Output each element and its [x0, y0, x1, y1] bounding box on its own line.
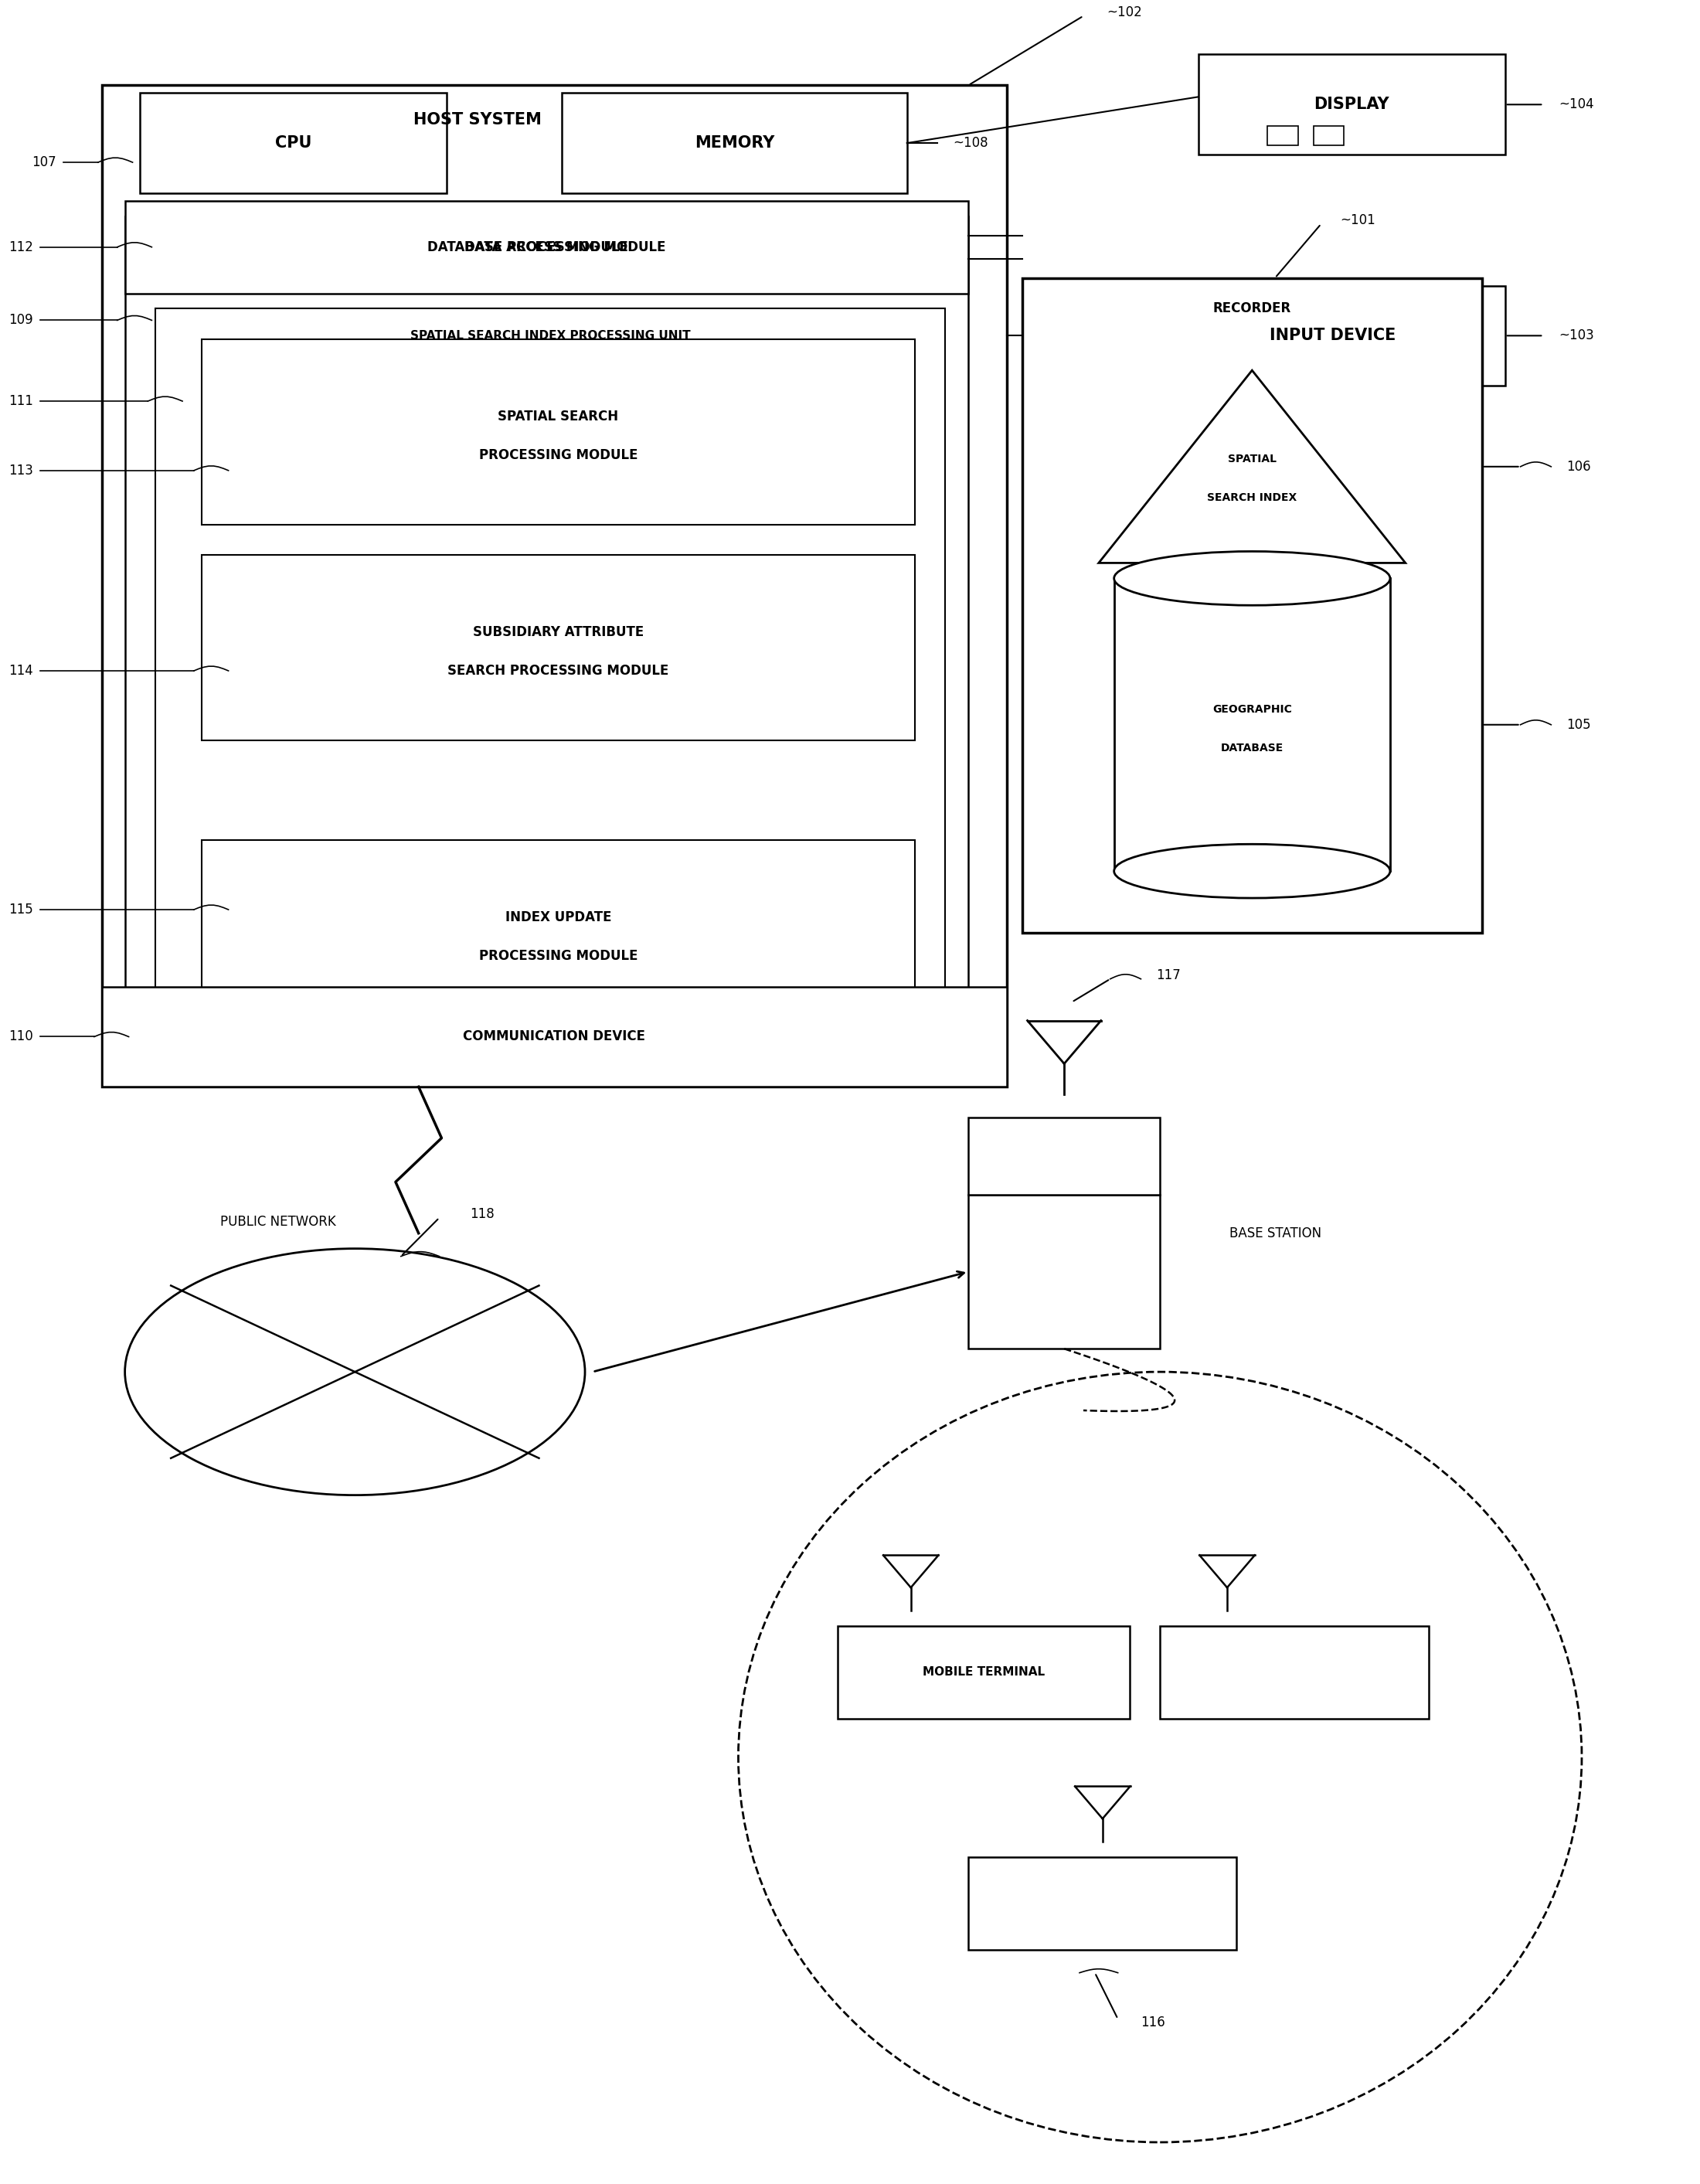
Ellipse shape — [738, 1372, 1581, 2143]
Text: PUBLIC NETWORK: PUBLIC NETWORK — [221, 1214, 337, 1230]
Text: SEARCH PROCESSING MODULE: SEARCH PROCESSING MODULE — [447, 664, 668, 677]
Bar — [1114, 579, 1391, 871]
Text: SPATIAL SEARCH INDEX PROCESSING UNIT: SPATIAL SEARCH INDEX PROCESSING UNIT — [410, 330, 690, 341]
Text: 115: 115 — [8, 902, 32, 917]
Text: DATA ACCESS MODULE: DATA ACCESS MODULE — [464, 240, 629, 253]
Ellipse shape — [1114, 550, 1391, 605]
Bar — [1159, 286, 1504, 387]
Text: 106: 106 — [1566, 459, 1591, 474]
Text: SEARCH INDEX: SEARCH INDEX — [1207, 491, 1297, 502]
Text: MEMORY: MEMORY — [695, 135, 775, 151]
Text: 109: 109 — [8, 312, 32, 328]
Text: PROCESSING MODULE: PROCESSING MODULE — [479, 448, 638, 463]
Bar — [1022, 277, 1482, 933]
Bar — [563, 94, 908, 192]
Text: ~101: ~101 — [1340, 214, 1375, 227]
Bar — [202, 841, 915, 1024]
Ellipse shape — [1114, 845, 1391, 898]
Text: 114: 114 — [8, 664, 32, 677]
Text: PROCESSING MODULE: PROCESSING MODULE — [479, 948, 638, 963]
Bar — [969, 1856, 1236, 1950]
Bar — [139, 94, 447, 192]
Text: 113: 113 — [8, 463, 32, 478]
Text: RECORDER: RECORDER — [1212, 301, 1292, 317]
Text: ~103: ~103 — [1559, 330, 1595, 343]
Text: ~104: ~104 — [1559, 98, 1595, 111]
Bar — [969, 1118, 1159, 1195]
Text: ~102: ~102 — [1107, 4, 1142, 20]
Text: 116: 116 — [1141, 2016, 1166, 2029]
Text: SUBSIDIARY ATTRIBUTE: SUBSIDIARY ATTRIBUTE — [473, 625, 644, 640]
Text: INDEX UPDATE: INDEX UPDATE — [505, 911, 612, 924]
Bar — [1198, 55, 1504, 155]
Text: 117: 117 — [1156, 968, 1181, 983]
Text: INPUT DEVICE: INPUT DEVICE — [1270, 328, 1396, 343]
Text: 112: 112 — [8, 240, 32, 253]
Text: DATABASE PROCESSING MODULE: DATABASE PROCESSING MODULE — [427, 240, 666, 253]
Bar — [1314, 127, 1345, 146]
Text: 110: 110 — [8, 1031, 32, 1044]
Text: 118: 118 — [469, 1208, 495, 1221]
Text: HOST SYSTEM: HOST SYSTEM — [413, 111, 542, 127]
Text: SPATIAL SEARCH: SPATIAL SEARCH — [498, 411, 619, 424]
Bar — [1268, 127, 1299, 146]
Bar — [102, 85, 1006, 1088]
Text: GEOGRAPHIC: GEOGRAPHIC — [1212, 703, 1292, 714]
Text: BASE STATION: BASE STATION — [1229, 1225, 1321, 1241]
Text: 111: 111 — [8, 393, 32, 408]
Bar — [102, 987, 1006, 1088]
Bar — [969, 1195, 1159, 1350]
Bar — [1159, 1627, 1428, 1719]
Text: DISPLAY: DISPLAY — [1314, 96, 1389, 111]
Text: SPATIAL: SPATIAL — [1227, 454, 1277, 465]
Bar — [202, 555, 915, 740]
Bar — [124, 201, 969, 293]
Text: 105: 105 — [1566, 719, 1591, 732]
Ellipse shape — [124, 1249, 585, 1496]
Bar — [156, 308, 945, 1048]
Text: CPU: CPU — [275, 135, 311, 151]
Bar — [838, 1627, 1129, 1719]
Text: ~108: ~108 — [954, 135, 988, 151]
Text: DATABASE: DATABASE — [1221, 743, 1284, 753]
Bar — [124, 216, 969, 1064]
Text: COMMUNICATION DEVICE: COMMUNICATION DEVICE — [462, 1031, 646, 1044]
Bar — [202, 339, 915, 524]
Text: MOBILE TERMINAL: MOBILE TERMINAL — [923, 1666, 1046, 1677]
Text: 107: 107 — [32, 155, 56, 170]
